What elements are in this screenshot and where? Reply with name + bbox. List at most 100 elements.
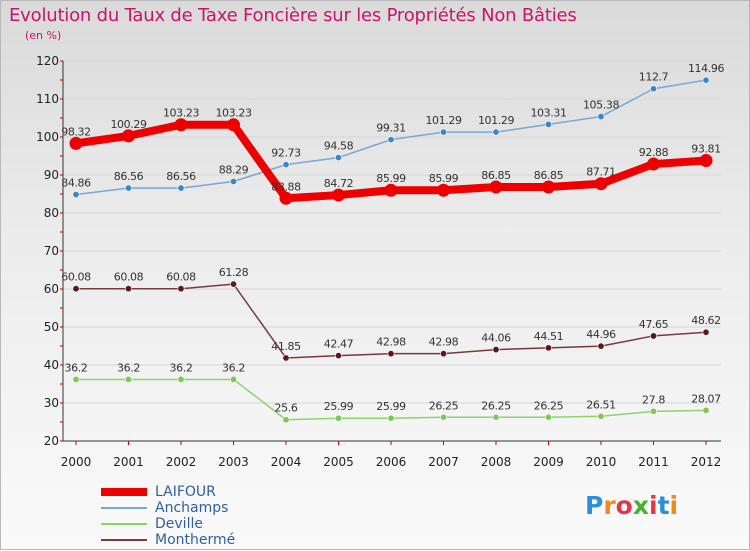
- data-label: 86.56: [166, 170, 196, 183]
- data-point: [492, 128, 500, 136]
- legend-label: Anchamps: [155, 500, 229, 516]
- x-tick-label: 2004: [271, 455, 302, 469]
- data-label: 87.71: [586, 166, 616, 179]
- data-label: 44.51: [534, 330, 564, 343]
- data-label: 93.81: [691, 143, 721, 156]
- y-tick-label: 20: [44, 434, 59, 448]
- data-label: 26.25: [429, 399, 459, 412]
- data-point: [649, 85, 657, 93]
- data-point: [649, 407, 657, 415]
- x-tick-label: 2005: [323, 455, 354, 469]
- data-point: [542, 180, 555, 194]
- data-label: 84.86: [61, 177, 91, 190]
- data-label: 112.7: [639, 71, 669, 84]
- data-point: [177, 285, 185, 293]
- data-point: [72, 191, 80, 199]
- x-tick-label: 2008: [481, 455, 512, 469]
- data-point: [544, 120, 552, 128]
- data-point: [177, 375, 185, 383]
- data-point: [649, 332, 657, 340]
- legend-swatch: [101, 488, 147, 496]
- data-label: 83.88: [271, 180, 301, 193]
- y-tick-label: 110: [36, 92, 59, 106]
- data-point: [387, 414, 395, 422]
- logo-letter: P: [585, 491, 604, 520]
- data-label: 25.99: [376, 400, 406, 413]
- data-label: 86.56: [114, 170, 144, 183]
- data-label: 42.98: [376, 336, 406, 349]
- data-label: 25.99: [324, 400, 354, 413]
- y-tick-label: 60: [44, 282, 59, 296]
- legend-label: Deville: [155, 516, 203, 532]
- chart-title: Evolution du Taux de Taxe Foncière sur l…: [9, 5, 577, 26]
- data-point: [647, 157, 660, 171]
- data-point: [594, 177, 608, 191]
- data-point: [387, 350, 395, 358]
- data-label: 60.08: [114, 271, 144, 284]
- data-point: [125, 375, 133, 383]
- data-label: 26.25: [481, 399, 511, 412]
- data-label: 26.51: [586, 398, 616, 411]
- data-label: 26.25: [534, 399, 564, 412]
- data-label: 60.08: [61, 271, 91, 284]
- data-point: [334, 154, 342, 162]
- y-tick-label: 80: [44, 206, 59, 220]
- data-point: [702, 406, 710, 414]
- data-point: [279, 191, 293, 205]
- x-tick-label: 2006: [376, 455, 407, 469]
- data-point: [177, 184, 185, 192]
- legend-label: LAIFOUR: [155, 484, 216, 500]
- data-point: [544, 413, 552, 421]
- data-point: [69, 136, 83, 150]
- logo-letter: t: [657, 491, 670, 520]
- data-point: [282, 161, 290, 169]
- data-point: [230, 375, 238, 383]
- x-tick-label: 2010: [586, 455, 617, 469]
- logo-letter: i: [649, 491, 658, 520]
- data-point: [282, 354, 290, 362]
- data-label: 61.28: [219, 266, 249, 279]
- data-point: [334, 352, 342, 360]
- data-label: 27.8: [642, 393, 665, 406]
- data-label: 85.99: [376, 172, 406, 185]
- data-label: 101.29: [425, 114, 461, 127]
- data-label: 85.99: [429, 172, 459, 185]
- data-point: [702, 76, 710, 84]
- data-point: [122, 129, 135, 143]
- logo-letter: r: [603, 491, 616, 520]
- logo-letter: i: [669, 491, 679, 520]
- data-point: [384, 183, 398, 197]
- y-tick-label: 90: [44, 168, 59, 182]
- data-label: 36.2: [222, 361, 245, 374]
- data-point: [489, 180, 503, 194]
- data-point: [439, 128, 447, 136]
- data-label: 60.08: [166, 271, 196, 284]
- data-label: 92.73: [271, 147, 301, 160]
- data-label: 103.31: [530, 106, 566, 119]
- data-point: [72, 285, 80, 293]
- data-label: 94.58: [324, 140, 354, 153]
- data-point: [174, 118, 188, 132]
- y-tick-label: 100: [36, 130, 59, 144]
- y-tick-label: 40: [44, 358, 59, 372]
- data-point: [230, 280, 238, 288]
- data-point: [492, 413, 500, 421]
- data-label: 47.65: [639, 318, 669, 331]
- data-point: [439, 350, 447, 358]
- x-tick-label: 2007: [428, 455, 459, 469]
- data-label: 103.23: [215, 107, 251, 120]
- data-label: 103.23: [163, 107, 199, 120]
- data-point: [699, 154, 713, 168]
- data-point: [439, 413, 447, 421]
- data-point: [702, 328, 710, 336]
- legend-swatch: [101, 507, 147, 509]
- data-label: 86.85: [481, 169, 511, 182]
- data-point: [597, 412, 605, 420]
- data-label: 44.06: [481, 332, 511, 345]
- data-label: 100.29: [110, 118, 146, 131]
- data-label: 42.98: [429, 336, 459, 349]
- y-tick-label: 70: [44, 244, 59, 258]
- data-label: 25.6: [275, 402, 298, 415]
- legend-label: Monthermé: [155, 532, 236, 548]
